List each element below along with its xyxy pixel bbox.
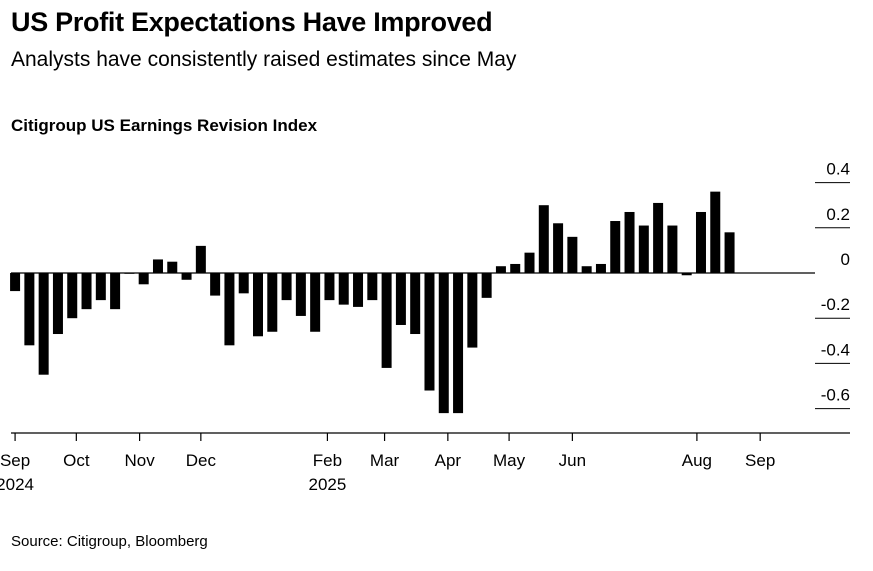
x-tick-label: Feb: [313, 451, 342, 470]
bar: [195, 245, 206, 273]
bar: [410, 273, 421, 335]
x-tick-label: Sep: [745, 451, 775, 470]
bar: [467, 273, 478, 348]
chart-subtitle: Analysts have consistently raised estima…: [11, 48, 517, 71]
bar: [710, 191, 721, 273]
y-axis: 0.4 0.2 0 -0.2 -0.4 -0.6: [815, 160, 850, 410]
bar: [24, 273, 35, 346]
bar: [538, 205, 549, 273]
bar: [524, 252, 535, 273]
x-tick-label: Sep: [0, 451, 30, 470]
bar: [253, 273, 263, 337]
bar: [510, 263, 521, 273]
bar: [281, 273, 292, 301]
bar: [67, 273, 78, 319]
chart-series-label: Citigroup US Earnings Revision Index: [11, 116, 318, 135]
bar: [353, 273, 364, 307]
bar: [681, 273, 692, 276]
x-tick-label: Oct: [63, 451, 90, 470]
x-tick-year-label: 2025: [308, 475, 346, 494]
bar: [553, 223, 564, 273]
y-tick-label: 0.4: [826, 160, 850, 179]
bar: [10, 273, 21, 292]
bar: [238, 273, 249, 294]
bar: [38, 273, 49, 375]
y-tick-label: -0.4: [821, 340, 850, 359]
x-tick-label: Aug: [682, 451, 712, 470]
x-tick-label: Nov: [124, 451, 155, 470]
bar: [95, 273, 106, 301]
y-tick-label: 0: [841, 250, 850, 269]
bar: [395, 273, 406, 325]
bar: [167, 261, 178, 273]
bar: [52, 273, 63, 335]
bar: [695, 211, 706, 273]
source-note: Source: Citigroup, Bloomberg: [11, 533, 208, 550]
bar: [110, 273, 121, 310]
bar: [224, 273, 235, 346]
x-tick-label: Dec: [186, 451, 217, 470]
x-tick-label: May: [493, 451, 526, 470]
bars: [10, 191, 735, 414]
bar: [567, 236, 578, 273]
bar: [181, 273, 192, 280]
bar: [310, 273, 321, 332]
bar: [653, 202, 664, 273]
y-tick-label: -0.6: [821, 386, 850, 405]
bar: [581, 266, 592, 273]
bar: [81, 273, 92, 310]
bar: [481, 273, 492, 298]
bar: [595, 263, 606, 273]
bar: [367, 273, 378, 301]
bar: [610, 221, 621, 273]
x-tick-label: Jun: [559, 451, 586, 470]
bar: [724, 232, 735, 273]
bar: [267, 273, 278, 332]
bar: [453, 273, 464, 414]
chart-title: US Profit Expectations Have Improved: [11, 7, 493, 37]
x-tick-label: Apr: [435, 451, 462, 470]
bar: [495, 266, 506, 273]
bar: [138, 273, 149, 285]
x-axis: Sep 2024 Oct Nov Dec Feb 2025 Mar Apr May Jun Aug Se…: [0, 432, 850, 494]
bar: [324, 273, 335, 301]
bar: [667, 225, 678, 273]
bar: [295, 273, 306, 316]
bar: [338, 273, 349, 305]
bar: [438, 273, 449, 414]
x-tick-label: Mar: [370, 451, 400, 470]
bar: [152, 259, 163, 273]
bar: [638, 225, 649, 273]
y-tick-label: 0.2: [826, 205, 850, 224]
y-tick-label: -0.2: [821, 295, 850, 314]
bar: [624, 211, 635, 273]
bar: [210, 273, 221, 296]
bar: [424, 273, 435, 391]
bar: [381, 273, 392, 368]
x-tick-year-label: 2024: [0, 475, 34, 494]
